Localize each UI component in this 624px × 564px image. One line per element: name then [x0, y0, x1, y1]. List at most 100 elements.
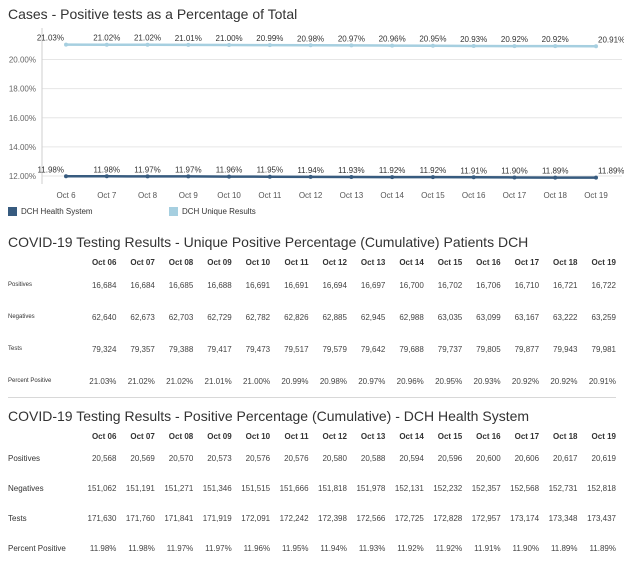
table-header-row: Oct 06 Oct 07 Oct 08 Oct 09 Oct 10 Oct 11 Oct …: [8, 429, 616, 443]
y-tick-label: 18.00%: [9, 85, 36, 94]
table-cell: 172,957: [471, 513, 501, 523]
health-system-table: Oct 06 Oct 07 Oct 08 Oct 09 Oct 10 Oct 11 Oct …: [8, 429, 616, 563]
table-cell: 151,062: [87, 483, 117, 493]
column-header: Oct 07: [130, 431, 155, 441]
table-cell: 16,700: [399, 280, 424, 290]
table-cell: 16,685: [168, 280, 194, 290]
table-cell: 20,606: [514, 453, 540, 463]
table-cell: 79,943: [553, 344, 578, 354]
data-point: [186, 174, 191, 179]
column-header: Oct 19: [591, 257, 616, 267]
row-label: Percent Positive: [8, 543, 66, 553]
table-cell: 79,688: [399, 344, 424, 354]
legend-swatch-unique-results: [169, 207, 178, 216]
data-label: 20.91%: [598, 35, 624, 44]
table-cell: 172,725: [394, 513, 424, 523]
table-cell: 21.03%: [78, 365, 117, 398]
data-label: 20.96%: [379, 35, 406, 44]
data-label: 11.89%: [542, 167, 569, 176]
table-cell: 11.91%: [474, 543, 501, 553]
y-tick-label: 12.00%: [9, 172, 36, 181]
data-label: 20.92%: [542, 35, 569, 44]
table-cell: 20,617: [553, 453, 578, 463]
data-label: 11.96%: [216, 166, 243, 175]
x-tick-label: Oct 19: [584, 191, 608, 200]
table-row: Positives 16,684 16,684 16,685 16,688 16,691 1…: [8, 269, 616, 301]
line-chart: 12.00% 14.00% 16.00% 18.00% 20.00% Oct 6 Oct 7…: [9, 28, 624, 200]
table-cell: 16,691: [245, 280, 271, 290]
y-tick-label: 16.00%: [9, 114, 36, 123]
table-cell: 172,566: [356, 513, 386, 523]
table-cell: 79,805: [476, 344, 501, 354]
table-cell: 20.92%: [500, 365, 540, 398]
data-point: [145, 42, 150, 47]
table-cell: 79,324: [91, 344, 117, 354]
header-spacer: [8, 429, 78, 443]
table-row: Tests 79,324 79,357 79,388 79,417 79,473 79,51…: [8, 333, 616, 365]
x-tick-label: Oct 12: [299, 191, 323, 200]
table-cell: 20,580: [322, 453, 347, 463]
data-point: [553, 175, 558, 180]
data-point: [390, 175, 395, 180]
table-cell: 152,731: [548, 483, 578, 493]
table-cell: 20,594: [399, 453, 424, 463]
table-cell: 20.97%: [346, 365, 386, 398]
column-header: Oct 06: [91, 431, 117, 441]
data-label: 21.02%: [134, 34, 161, 43]
table-cell: 21.00%: [231, 365, 271, 398]
row-label: Negatives: [8, 483, 44, 493]
table-cell: 151,978: [356, 483, 386, 493]
data-label: 11.91%: [460, 166, 487, 175]
table-cell: 20.99%: [270, 365, 309, 398]
table-row: Percent Positive 11.98% 11.98% 11.97% 11.97%…: [8, 533, 616, 563]
data-point: [145, 174, 150, 179]
column-header: Oct 11: [284, 431, 309, 441]
data-point: [267, 174, 272, 179]
data-point: [227, 43, 232, 47]
data-point: [471, 175, 476, 180]
table-cell: 20,570: [168, 453, 194, 463]
table-cell: 152,131: [394, 483, 424, 493]
data-label: 20.99%: [256, 34, 283, 43]
data-point: [390, 43, 395, 48]
data-point: [227, 174, 232, 179]
x-tick-label: Oct 11: [258, 191, 282, 200]
table-cell: 16,697: [360, 280, 386, 290]
column-header: Oct 16: [476, 257, 501, 267]
table-cell: 21.02%: [116, 365, 155, 398]
table-cell: 11.94%: [320, 543, 347, 553]
data-point: [308, 43, 313, 48]
table-cell: 20.92%: [539, 365, 578, 398]
table-cell: 20.91%: [577, 365, 616, 398]
table-cell: 20,588: [360, 453, 386, 463]
table-cell: 20,573: [207, 453, 232, 463]
table-cell: 16,688: [207, 280, 232, 290]
data-point: [349, 175, 354, 180]
table-cell: 152,568: [510, 483, 540, 493]
column-header: Oct 17: [514, 431, 540, 441]
data-point: [471, 44, 476, 49]
column-header: Oct 09: [207, 257, 232, 267]
column-header: Oct 18: [553, 431, 578, 441]
table-row: Negatives 62,640 62,673 62,703 62,729 62,782 6…: [8, 301, 616, 333]
table-cell: 16,702: [437, 280, 463, 290]
column-header: Oct 15: [437, 431, 463, 441]
data-point: [308, 174, 313, 179]
table-cell: 20,596: [437, 453, 463, 463]
table-cell: 16,684: [91, 280, 117, 290]
x-tick-label: Oct 8: [138, 191, 158, 200]
table-cell: 63,167: [514, 312, 540, 322]
x-tick-label: Oct 15: [421, 191, 445, 200]
table-cell: 151,818: [318, 483, 347, 493]
row-label: Tests: [8, 346, 23, 352]
table-cell: 20,576: [284, 453, 309, 463]
table-cell: 172,091: [241, 513, 271, 523]
column-header: Oct 07: [130, 257, 155, 267]
table-cell: 62,885: [322, 312, 347, 322]
data-label: 20.92%: [501, 35, 528, 44]
data-point: [512, 44, 517, 49]
data-label: 11.92%: [379, 166, 406, 175]
column-header: Oct 15: [437, 257, 463, 267]
table-cell: 152,357: [471, 483, 501, 493]
table-cell: 63,222: [553, 312, 578, 322]
